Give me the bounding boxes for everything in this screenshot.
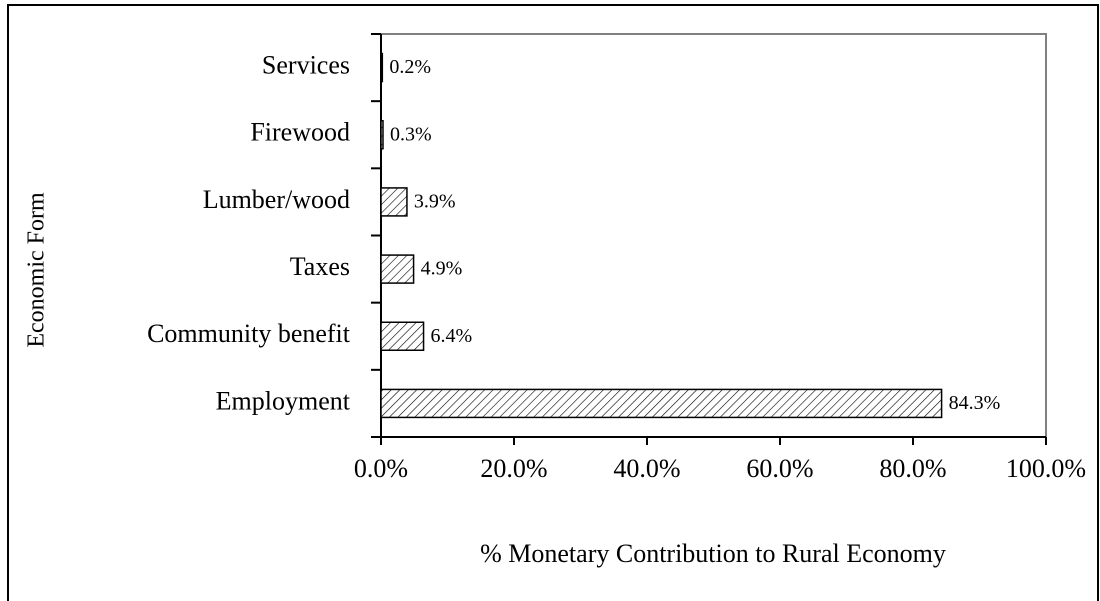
x-tick-label: 100.0% <box>1006 454 1086 483</box>
y-tick-label: Services <box>262 51 350 80</box>
y-tick-label: Taxes <box>290 252 350 281</box>
bar <box>380 52 384 83</box>
x-axis-title: % Monetary Contribution to Rural Economy <box>480 539 946 568</box>
x-tick-label: 80.0% <box>879 454 946 483</box>
x-tick-label: 20.0% <box>480 454 547 483</box>
y-axis-title: Economic Form <box>24 192 50 348</box>
value-label: 4.9% <box>421 258 463 280</box>
y-tick-label: Community benefit <box>147 319 351 348</box>
y-tick-label: Lumber/wood <box>203 185 350 214</box>
bar <box>380 321 425 351</box>
y-tick-label: Employment <box>216 386 351 415</box>
value-label: 84.3% <box>949 392 1001 414</box>
plot-border <box>381 33 1047 437</box>
bar <box>380 187 408 217</box>
outer-border <box>7 4 1099 601</box>
bar <box>380 254 415 284</box>
value-label: 6.4% <box>431 325 473 347</box>
value-label: 0.2% <box>389 56 431 78</box>
bar <box>380 120 384 150</box>
value-label: 3.9% <box>414 191 456 213</box>
bar <box>380 388 943 419</box>
x-tick-label: 0.0% <box>354 454 408 483</box>
value-label: 0.3% <box>390 123 432 145</box>
y-tick-label: Firewood <box>250 118 350 147</box>
x-tick-label: 40.0% <box>613 454 680 483</box>
x-tick-label: 60.0% <box>746 454 813 483</box>
